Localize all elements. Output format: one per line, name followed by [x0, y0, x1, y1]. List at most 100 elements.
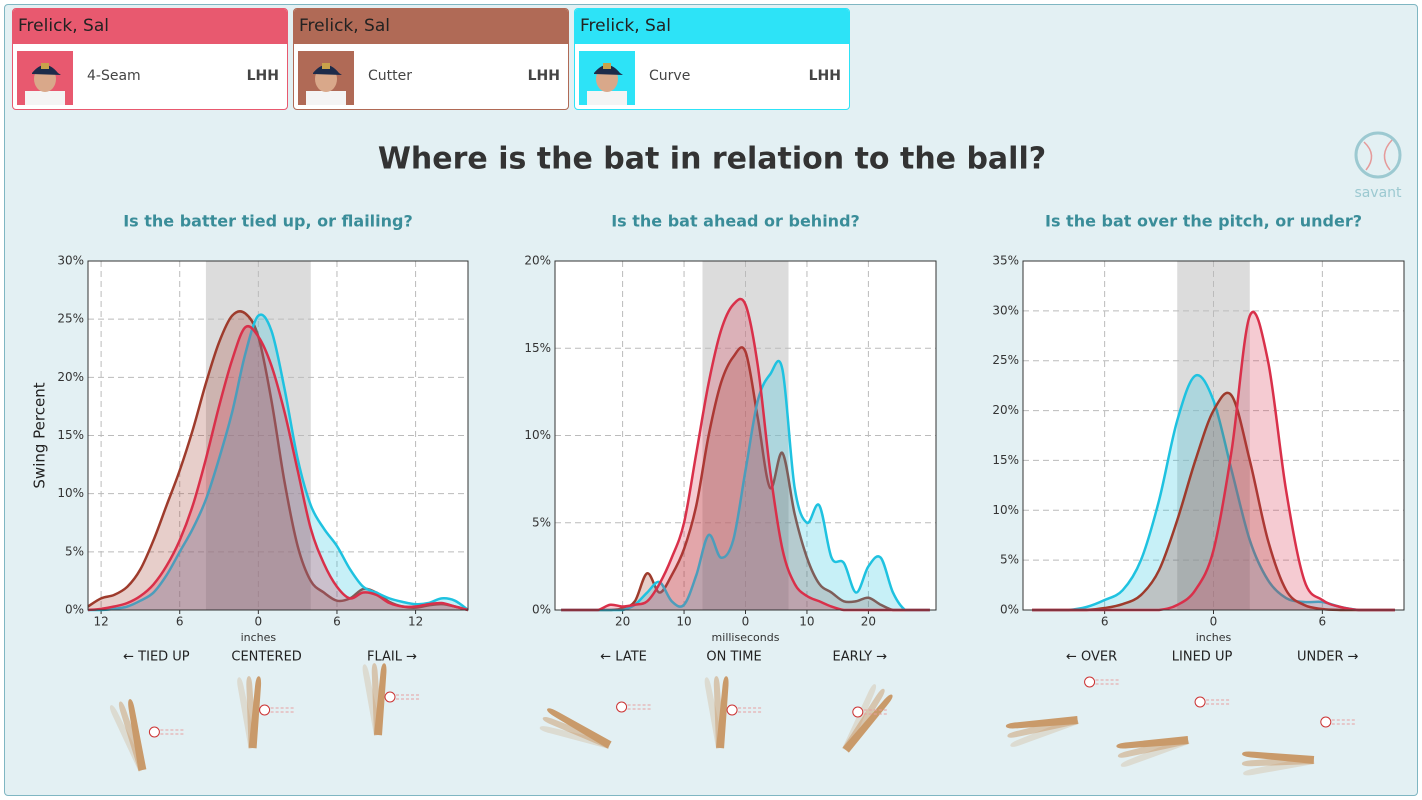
plot-border [554, 260, 937, 611]
density-area [561, 298, 930, 610]
bat-icon [374, 663, 387, 736]
bat-icon [842, 684, 877, 752]
ball-trail [1206, 699, 1231, 705]
chart: Is the bat over the pitch, or under? 0% 5%… [992, 212, 1405, 776]
chart: Is the bat ahead or behind? 0% 5% 10% 15% 20%… [524, 212, 937, 753]
plot-border [1022, 260, 1405, 611]
y-tick-label: 0% [532, 603, 551, 617]
player-photo [17, 51, 73, 105]
pitch-name: Cutter [368, 68, 412, 84]
x-tick-label: 12 [93, 615, 108, 629]
ball-trail [738, 707, 763, 713]
card-header: Frelick, Sal [13, 9, 287, 44]
x-tick-label: 20 [615, 615, 630, 629]
card-header: Frelick, Sal [575, 9, 849, 44]
ball-icon [384, 691, 396, 703]
chart-title: Is the bat over the pitch, or under? [1045, 212, 1362, 231]
x-tick-label: 10 [676, 615, 691, 629]
x-axis-label: inches [1196, 631, 1232, 644]
x-tick-label: 12 [408, 615, 423, 629]
y-tick-label: 5% [65, 544, 84, 558]
x-tick-label: 6 [1101, 615, 1109, 629]
bat-icon [542, 716, 612, 749]
y-tick-label: 5% [532, 515, 551, 529]
photo-art [25, 63, 65, 105]
ball-trail [396, 694, 420, 700]
photo-art [306, 63, 346, 105]
card-header: Frelick, Sal [294, 9, 568, 44]
plot-border [87, 260, 469, 611]
photo-art [587, 63, 627, 105]
y-tick-label: 15% [57, 428, 84, 442]
density-area [88, 314, 468, 610]
x-axis-label: milliseconds [712, 631, 780, 644]
x-tick-label: 0 [1210, 615, 1218, 629]
y-tick-label: 10% [992, 503, 1019, 517]
x-tick-label: 0 [742, 615, 750, 629]
ball-icon [726, 704, 738, 716]
zone-label: FLAIL → [367, 650, 417, 665]
ball-icon [852, 706, 864, 718]
bat-icon [1005, 716, 1078, 729]
player-photo [579, 51, 635, 105]
ball-trail [863, 709, 888, 715]
y-tick-label: 10% [524, 428, 551, 442]
bat-icon [716, 676, 729, 749]
y-tick-label: 30% [57, 254, 84, 268]
y-tick-label: 20% [57, 370, 84, 384]
batter-hand: LHH [527, 68, 560, 84]
bat-icon [248, 676, 262, 749]
pitch-name: Curve [649, 68, 691, 84]
zone-label: ← LATE [600, 650, 647, 665]
batter-hand: LHH [808, 68, 841, 84]
y-tick-label: 5% [1000, 553, 1019, 567]
x-tick-label: 6 [1319, 615, 1327, 629]
density-line [88, 313, 469, 612]
density-area [88, 326, 468, 610]
ball-icon [1084, 676, 1096, 688]
page-title: Where is the bat in relation to the ball… [378, 142, 1046, 177]
ball-icon [616, 701, 628, 713]
density-area [561, 347, 930, 610]
y-tick-label: 25% [992, 353, 1019, 367]
ball-trail [1095, 679, 1120, 685]
batter-hand: LHH [246, 68, 279, 84]
zone-label: UNDER → [1297, 650, 1359, 665]
x-tick-label: 0 [255, 615, 263, 629]
x-tick-label: 6 [333, 615, 341, 629]
zone-label: ← OVER [1066, 650, 1117, 665]
density-line [561, 346, 930, 612]
ball-icon [259, 704, 271, 716]
chart: Is the batter tied up, or flailing? 0% 5% 1… [31, 212, 469, 772]
y-tick-label: 30% [992, 303, 1019, 317]
bat-icon [547, 708, 612, 749]
y-tick-label: 15% [992, 453, 1019, 467]
y-tick-label: 35% [992, 254, 1019, 268]
ball-trail [160, 729, 185, 735]
zone-label: ← TIED UP [123, 650, 190, 665]
bat-icon [842, 694, 893, 753]
ball-trail [270, 707, 295, 713]
density-area [1032, 375, 1395, 610]
ball-icon [148, 726, 160, 738]
y-tick-label: 0% [65, 603, 84, 617]
bat-icon [1116, 736, 1189, 749]
zone-label: LINED UP [1172, 650, 1233, 665]
zone-label: CENTERED [231, 650, 301, 665]
y-tick-label: 0% [1000, 603, 1019, 617]
player-card: Frelick, Sal Cutter LHH [293, 8, 569, 110]
ball-trail [1331, 719, 1356, 725]
density-line [87, 324, 469, 612]
ball-trail [627, 704, 652, 710]
pitch-name: 4-Seam [87, 68, 141, 84]
density-area [1032, 392, 1395, 610]
chart-title: Is the batter tied up, or flailing? [123, 212, 413, 231]
ball-icon [1194, 696, 1206, 708]
player-card: Frelick, Sal 4-Seam LHH [12, 8, 288, 110]
y-tick-label: 20% [992, 403, 1019, 417]
x-tick-label: 6 [176, 615, 184, 629]
y-tick-label: 25% [57, 312, 84, 326]
bat-icon [1242, 751, 1315, 764]
y-tick-label: 15% [524, 341, 551, 355]
